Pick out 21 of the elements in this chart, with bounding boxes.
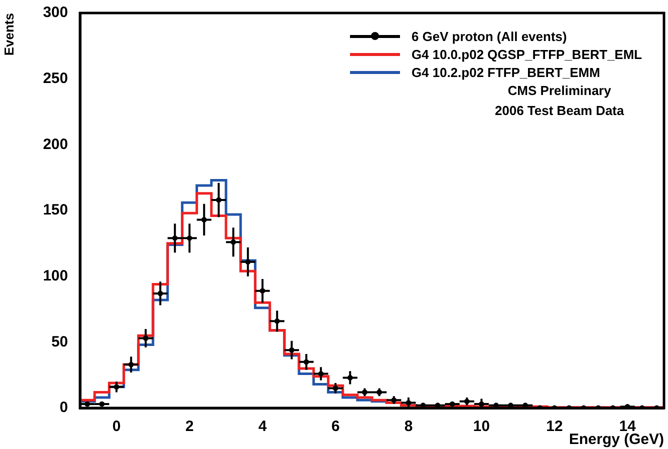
y-tick-label: 150 bbox=[42, 202, 68, 219]
y-tick-label: 200 bbox=[42, 136, 68, 153]
x-axis-title: Energy (GeV) bbox=[568, 431, 664, 448]
x-tick-label: 2 bbox=[185, 418, 194, 436]
x-tick-label: 6 bbox=[331, 418, 340, 436]
legend-label: 6 GeV proton (All events) bbox=[412, 28, 567, 44]
legend-label: G4 10.0.p02 QGSP_FTFP_BERT_EML bbox=[412, 46, 642, 62]
x-tick-label: 4 bbox=[258, 418, 268, 436]
y-tick-label: 300 bbox=[42, 4, 68, 22]
annotation: 2006 Test Beam Data bbox=[494, 102, 624, 120]
annotation: CMS Preliminary bbox=[506, 82, 612, 100]
y-tick-label: 0 bbox=[60, 399, 68, 416]
x-tick-label: 10 bbox=[473, 418, 490, 436]
y-axis-title: Events bbox=[1, 13, 16, 56]
y-tick-label: 50 bbox=[51, 333, 68, 350]
x-tick-label: 0 bbox=[112, 418, 121, 436]
y-tick-label: 250 bbox=[42, 70, 68, 87]
x-tick-label: 12 bbox=[546, 418, 563, 436]
legend-label: G4 10.2.p02 FTFP_BERT_EMM bbox=[412, 64, 600, 80]
y-tick-label: 100 bbox=[42, 267, 68, 284]
x-tick-label: 8 bbox=[404, 418, 413, 436]
